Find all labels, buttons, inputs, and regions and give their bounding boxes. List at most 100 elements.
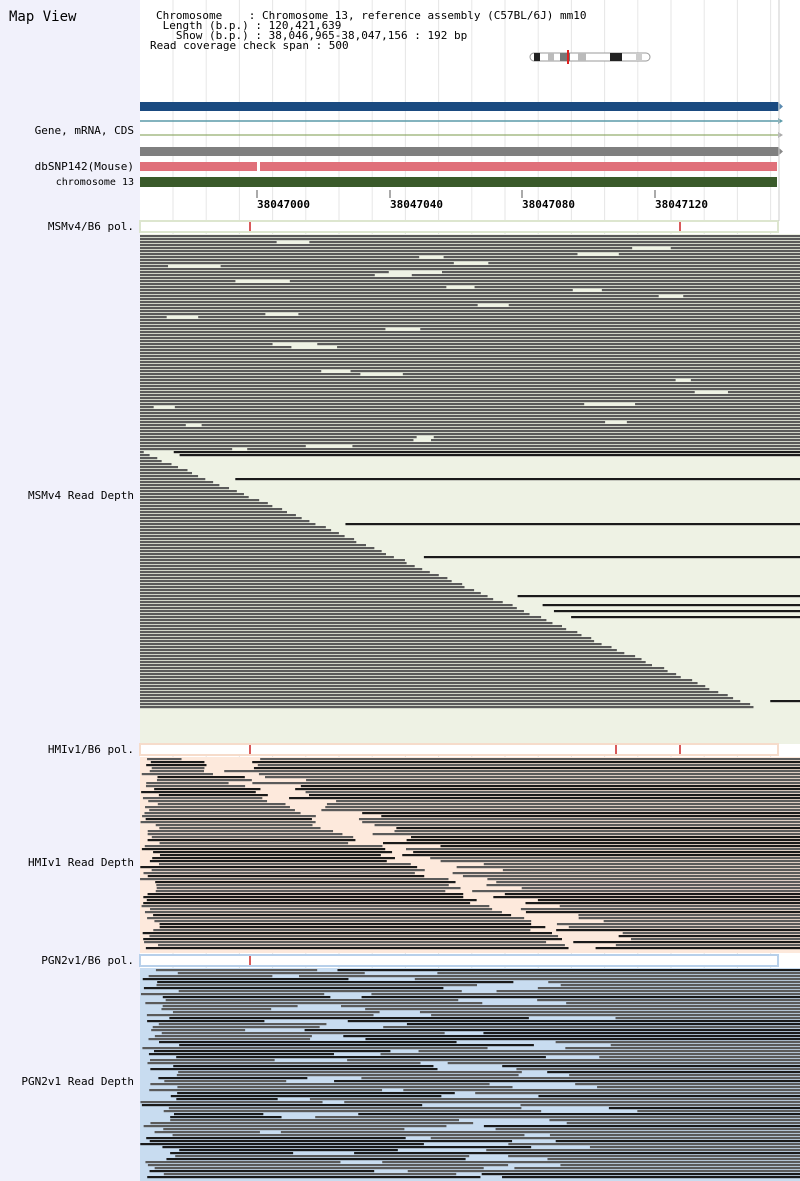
read-segment [140,382,800,385]
read-segment [140,493,244,496]
read-segment [140,625,562,628]
read-segment [174,406,800,409]
read-segment [140,571,430,574]
region-info: Chromosome : Chromosome 13, reference as… [150,10,586,51]
read-segment [423,556,800,559]
read-segment [374,824,800,827]
read-segment [556,923,800,926]
read-segment [414,978,800,981]
read-segment [159,854,381,857]
read-segment [140,388,800,391]
read-segment [622,932,800,935]
read-segment [568,926,800,929]
read-segment [176,1098,278,1101]
read-segment [140,430,800,433]
read-segment [179,1149,398,1152]
read-segment [440,845,800,848]
msm-polymorphism-bar[interactable] [139,220,779,233]
read-segment [317,343,800,346]
read-segment [147,833,343,836]
gene-feature-bar[interactable] [140,102,778,111]
track-label-gene: Gene, mRNA, CDS [34,124,134,137]
read-segment [140,526,326,529]
read-segment [173,451,800,454]
read-segment [140,385,800,388]
read-segment [172,1011,380,1014]
axis-tick-label: 38047080 [522,198,575,211]
read-segment [157,981,514,984]
dbsnp-track[interactable] [140,162,777,171]
read-segment [140,511,287,514]
read-segment [140,505,273,508]
read-segment [140,679,693,682]
read-segment [556,929,800,932]
read-segment [289,797,800,800]
msm-reads [140,235,800,709]
read-segment [265,776,800,779]
read-segment [140,559,405,562]
hmi-polymorphism-bar[interactable] [139,743,779,756]
read-segment [140,265,169,268]
read-segment [140,238,800,241]
read-segment [573,941,800,944]
read-segment [361,996,800,999]
read-segment [178,1071,522,1074]
read-segment [344,1101,800,1104]
read-segment [140,463,172,466]
read-segment [140,376,800,379]
read-segment [141,773,213,776]
read-segment [334,1080,800,1083]
read-segment [159,923,532,926]
read-segment [140,289,573,292]
read-segment [140,676,681,679]
read-segment [140,520,310,523]
read-segment [156,887,461,890]
read-segment [140,517,302,520]
read-segment [140,397,800,400]
read-segment [150,1068,438,1071]
read-segment [560,1164,800,1167]
read-segment [358,818,800,821]
read-segment [382,842,800,845]
read-segment [462,875,800,878]
read-segment [152,1026,320,1029]
read-segment [140,601,503,604]
read-segment [140,706,754,709]
read-segment [140,409,800,412]
read-segment [140,490,237,493]
read-segment [140,607,517,610]
read-segment [140,502,268,505]
read-segment [151,767,205,770]
read-segment [179,454,800,457]
read-segment [140,598,494,601]
read-segment [514,1167,800,1170]
read-segment [615,944,800,947]
read-segment [142,978,349,981]
read-segment [150,908,493,911]
chromosome-ideogram[interactable] [529,50,651,64]
read-segment [140,313,266,316]
read-segment [683,295,800,298]
read-segment [140,283,800,286]
read-segment [483,863,800,866]
read-segment [140,523,316,526]
read-segment [365,1038,800,1041]
read-segment [295,788,800,791]
read-segment [140,367,800,370]
read-segment [486,1149,800,1152]
gene-track[interactable] [140,102,783,156]
position-axis: 38047000 38047040 38047080 38047120 [256,190,708,211]
read-segment [140,1101,323,1104]
read-segment [140,337,800,340]
read-segment [396,827,800,830]
chromosome-track-bar[interactable] [140,177,777,187]
read-segment [140,1143,424,1146]
read-segment [354,1152,800,1155]
read-segment [431,1014,800,1017]
read-segment [140,262,454,265]
read-segment [419,1011,800,1014]
pgn-polymorphism-bar[interactable] [139,954,779,967]
info-length: Length (b.p.) : 120,421,639 [156,19,342,32]
read-segment [140,866,418,869]
read-segment [140,412,800,415]
